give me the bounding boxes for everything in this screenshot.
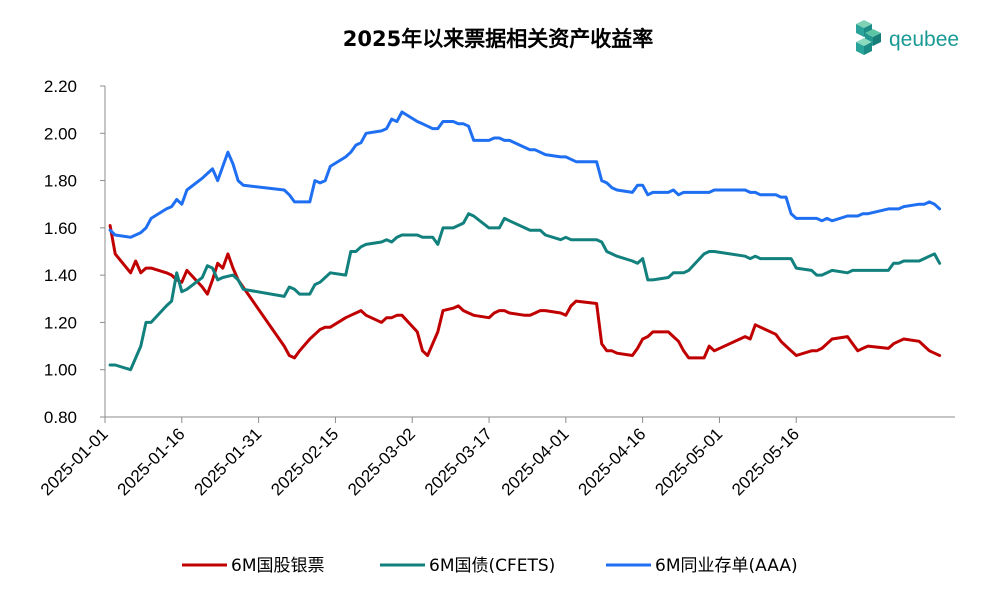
- y-tick-label: 0.80: [44, 408, 77, 427]
- series-lines: [108, 110, 942, 372]
- x-tick-label: 2025-01-31: [191, 424, 266, 499]
- y-tick-label: 1.80: [44, 172, 77, 191]
- x-tick-label: 2025-05-01: [651, 424, 726, 499]
- y-axis: 0.80 1.00 1.20 1.40 1.60 1.80 2.00 2.20: [44, 77, 106, 427]
- x-tick-label: 2025-01-16: [114, 424, 189, 499]
- x-tick-label: 2025-03-02: [344, 424, 419, 499]
- y-tick-label: 2.00: [44, 124, 77, 143]
- x-tick-label: 2025-02-15: [267, 424, 342, 499]
- x-tick-label: 2025-04-16: [575, 424, 650, 499]
- legend-label: 6M同业存单(AAA): [655, 556, 798, 576]
- legend-label: 6M国股银票: [231, 556, 324, 576]
- cube-logo-icon: [856, 20, 881, 55]
- y-tick-label: 1.00: [44, 361, 77, 380]
- y-tick-label: 1.40: [44, 266, 77, 285]
- series-line-2: [108, 212, 942, 372]
- x-tick-label: 2025-03-17: [421, 424, 496, 499]
- y-tick-label: 1.60: [44, 219, 77, 238]
- y-tick-label: 2.20: [44, 77, 77, 96]
- series-line-3: [108, 110, 942, 239]
- x-axis: 2025-01-01 2025-01-16 2025-01-31 2025-02-15…: [37, 416, 955, 499]
- y-tick-label: 1.20: [44, 313, 77, 332]
- x-tick-label: 2025-05-16: [728, 424, 803, 499]
- series-line-1: [108, 224, 942, 360]
- x-tick-label: 2025-01-01: [37, 424, 112, 499]
- x-tick-label: 2025-04-01: [498, 424, 573, 499]
- brand-logo: qeubee: [856, 20, 959, 55]
- chart-title: 2025年以来票据相关资产收益率: [343, 27, 653, 51]
- legend-label: 6M国债(CFETS): [429, 556, 555, 576]
- brand-name: qeubee: [889, 28, 959, 51]
- legend: 6M国股银票 6M国债(CFETS) 6M同业存单(AAA): [182, 556, 798, 576]
